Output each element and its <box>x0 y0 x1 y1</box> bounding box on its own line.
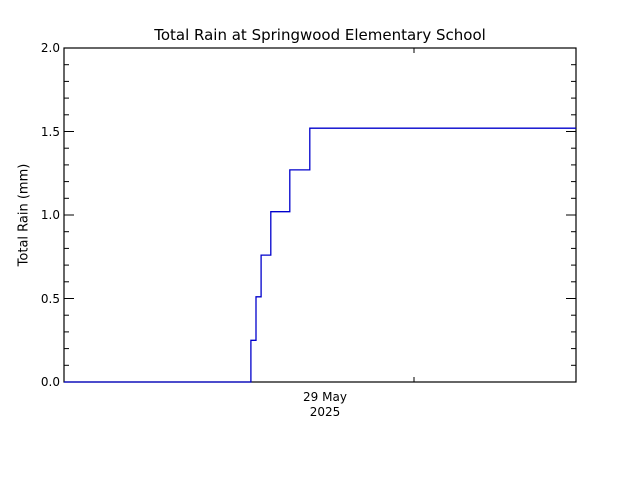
y-tick-label: 2.0 <box>40 41 60 55</box>
y-tick-label: 1.5 <box>40 125 60 139</box>
y-tick-label: 1.0 <box>40 208 60 222</box>
y-tick-label: 0.0 <box>40 375 60 389</box>
y-tick-label: 0.5 <box>40 292 60 306</box>
x-tick-label: 29 May 2025 <box>290 390 360 420</box>
x-year-label: 2025 <box>309 405 341 419</box>
x-date-label: 29 May <box>303 390 347 404</box>
chart-title: Total Rain at Springwood Elementary Scho… <box>154 26 486 44</box>
